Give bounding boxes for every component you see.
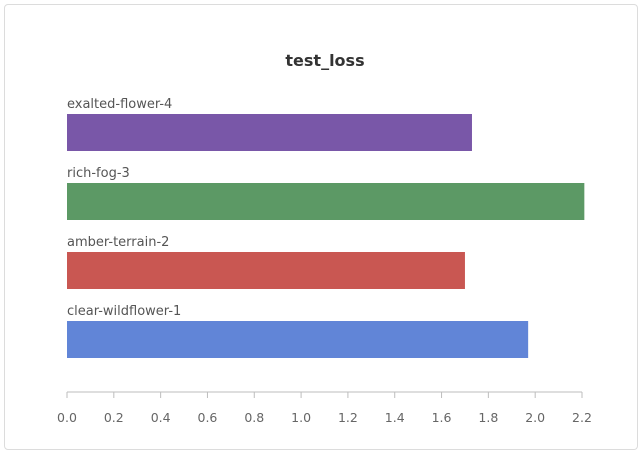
bar-rich-fog-3[interactable] <box>67 183 585 220</box>
x-tick-label-0.4: 0.4 <box>151 410 171 425</box>
x-tick-label-0.8: 0.8 <box>244 410 264 425</box>
x-tick-label-2.0: 2.0 <box>525 410 545 425</box>
x-tick-label-1.4: 1.4 <box>385 410 405 425</box>
bar-label-exalted-flower-4: exalted-flower-4 <box>67 97 172 112</box>
x-tick-label-0.6: 0.6 <box>198 410 218 425</box>
chart-title: test_loss <box>285 51 364 70</box>
bar-exalted-flower-4[interactable] <box>67 114 472 151</box>
x-tick-label-0.2: 0.2 <box>104 410 124 425</box>
bar-labels-group: exalted-flower-4 rich-fog-3 amber-terrain-… <box>67 97 181 319</box>
x-tick-label-1.2: 1.2 <box>338 410 358 425</box>
x-axis-ticks: 0.0 0.2 0.4 0.6 0.8 1.0 1.2 1.4 1.6 1.8 2.0 2.2 <box>57 392 592 425</box>
bar-label-amber-terrain-2: amber-terrain-2 <box>67 235 169 250</box>
bar-label-clear-wildflower-1: clear-wildflower-1 <box>67 304 181 319</box>
x-tick-label-1.0: 1.0 <box>291 410 311 425</box>
x-tick-label-1.8: 1.8 <box>478 410 498 425</box>
bars-group <box>67 114 585 358</box>
chart-panel <box>4 4 638 450</box>
x-tick-label-0.0: 0.0 <box>57 410 77 425</box>
bar-amber-terrain-2[interactable] <box>67 252 465 289</box>
x-tick-label-2.2: 2.2 <box>572 410 592 425</box>
bar-label-rich-fog-3: rich-fog-3 <box>67 166 130 181</box>
bar-clear-wildflower-1[interactable] <box>67 321 529 358</box>
x-tick-label-1.6: 1.6 <box>432 410 452 425</box>
